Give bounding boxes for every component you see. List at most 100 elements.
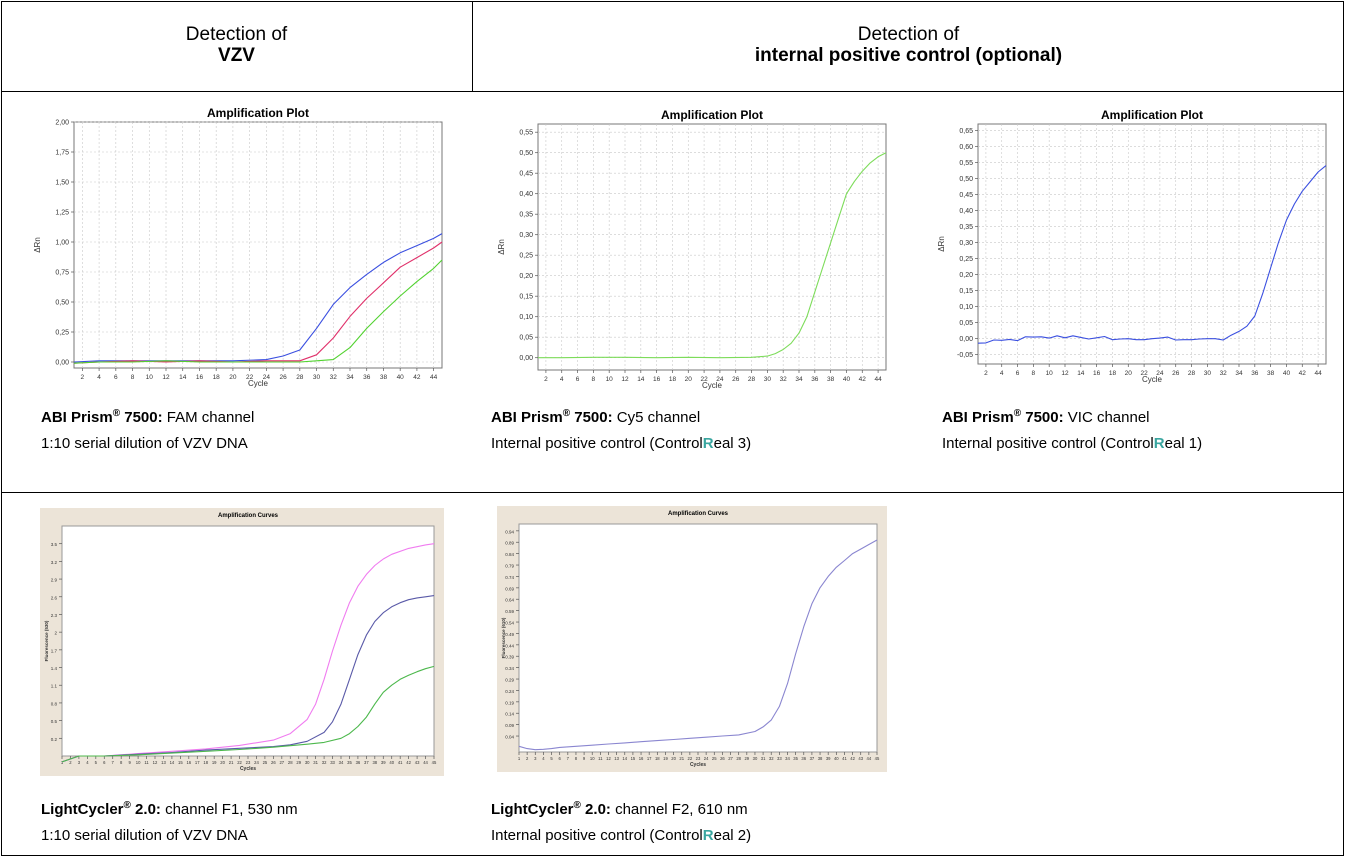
x-tick-label: 4 bbox=[97, 374, 101, 381]
header-ipc: Detection of internal positive control (… bbox=[473, 0, 1344, 90]
y-tick-label: 0.94 bbox=[505, 529, 514, 534]
x-tick-label: 25 bbox=[712, 756, 717, 761]
header-ipc-line2: internal positive control (optional) bbox=[754, 45, 1063, 66]
caption-abi-cy5-title: ABI Prism® 7500: Cy5 channel bbox=[491, 405, 700, 427]
y-tick-label: 0,15 bbox=[959, 288, 973, 295]
x-tick-label: 38 bbox=[372, 760, 377, 765]
desc-text: eal 2) bbox=[713, 827, 752, 844]
y-axis-label: ΔRn bbox=[937, 236, 946, 252]
x-tick-label: 40 bbox=[389, 760, 394, 765]
y-tick-label: 0,35 bbox=[959, 224, 973, 231]
x-tick-label: 28 bbox=[748, 376, 756, 383]
desc-text: eal 3) bbox=[713, 435, 752, 452]
caption-abi-fam-desc: 1:10 serial dilution of VZV DNA bbox=[41, 435, 248, 452]
x-tick-label: 45 bbox=[875, 756, 880, 761]
x-axis-label: Cycles bbox=[240, 766, 256, 772]
y-tick-label: 3.2 bbox=[51, 560, 58, 565]
y-tick-label: 2.9 bbox=[51, 578, 58, 583]
chart-title: Amplification Plot bbox=[661, 108, 763, 122]
x-tick-label: 2 bbox=[544, 376, 548, 383]
series-line-3 bbox=[73, 259, 443, 364]
y-tick-label: 0.64 bbox=[505, 598, 514, 603]
y-tick-label: 0,05 bbox=[959, 320, 973, 327]
x-tick-label: 26 bbox=[720, 756, 725, 761]
x-tick-label: 45 bbox=[432, 760, 437, 765]
y-tick-label: 0,05 bbox=[519, 335, 533, 342]
x-tick-label: 6 bbox=[114, 374, 118, 381]
y-tick-label: 1,50 bbox=[55, 180, 69, 187]
x-tick-label: 17 bbox=[195, 760, 200, 765]
y-axis-label: ΔRn bbox=[497, 239, 506, 255]
header-divider bbox=[1, 91, 1344, 92]
instrument-model: 7500: bbox=[1021, 409, 1064, 426]
x-tick-label: 26 bbox=[279, 374, 287, 381]
y-tick-label: 0.44 bbox=[505, 643, 514, 648]
x-tick-label: 7 bbox=[112, 760, 115, 765]
x-tick-label: 15 bbox=[631, 756, 636, 761]
header-vzv-line1: Detection of bbox=[185, 24, 288, 45]
x-tick-label: 34 bbox=[785, 756, 790, 761]
y-tick-label: 0,50 bbox=[55, 300, 69, 307]
instrument-model: 2.0: bbox=[580, 801, 611, 818]
caption-abi-vic-desc: Internal positive control (ControlReal 1… bbox=[942, 435, 1202, 453]
instrument-name: LightCycler bbox=[491, 801, 574, 818]
x-tick-label: 6 bbox=[559, 756, 562, 761]
x-tick-label: 34 bbox=[339, 760, 344, 765]
y-tick-label: 0.5 bbox=[51, 719, 58, 724]
series-line-1 bbox=[538, 152, 887, 359]
y-tick-label: 0,15 bbox=[519, 294, 533, 301]
instrument-model: 7500: bbox=[570, 409, 613, 426]
x-tick-label: 20 bbox=[1125, 370, 1133, 377]
x-tick-label: 24 bbox=[1156, 370, 1164, 377]
brand-r: R bbox=[1153, 435, 1165, 452]
x-tick-label: 29 bbox=[296, 760, 301, 765]
x-tick-label: 30 bbox=[764, 376, 772, 383]
chart-title: Amplification Curves bbox=[668, 511, 729, 517]
x-tick-label: 25 bbox=[263, 760, 268, 765]
x-tick-label: 30 bbox=[305, 760, 310, 765]
x-tick-label: 31 bbox=[313, 760, 318, 765]
x-tick-label: 28 bbox=[296, 374, 304, 381]
x-tick-label: 4 bbox=[1000, 370, 1004, 377]
header-vzv-line2: VZV bbox=[218, 45, 255, 66]
x-tick-label: 14 bbox=[170, 760, 175, 765]
abi-cy5-plot: Amplification Plot 0,00 0,05 0,10 0,15 0,20 0,… bbox=[497, 108, 887, 390]
y-tick-label: 1.7 bbox=[51, 648, 58, 653]
y-tick-label: 0.39 bbox=[505, 655, 514, 660]
y-tick-label: 0.2 bbox=[51, 737, 58, 742]
y-tick-label: 0,55 bbox=[959, 160, 973, 167]
x-tick-label: 30 bbox=[753, 756, 758, 761]
x-tick-label: 29 bbox=[744, 756, 749, 761]
x-tick-label: 44 bbox=[430, 374, 438, 381]
x-tick-label: 18 bbox=[655, 756, 660, 761]
chart-lc-f1: Amplification Curves 0.2 0.5 0.8 1.1 1.4 1.7 2 2… bbox=[40, 508, 444, 776]
brand-r: R bbox=[702, 435, 714, 452]
x-tick-label: 39 bbox=[826, 756, 831, 761]
y-tick-label: 0,65 bbox=[959, 128, 973, 135]
x-tick-label: 27 bbox=[279, 760, 284, 765]
y-tick-label: 3.5 bbox=[51, 542, 58, 547]
y-tick-label: 0,45 bbox=[519, 171, 533, 178]
x-tick-label: 14 bbox=[1077, 370, 1085, 377]
x-tick-label: 4 bbox=[560, 376, 564, 383]
reg-mark: ® bbox=[573, 800, 581, 811]
series-line-1 bbox=[977, 165, 1327, 344]
y-tick-label: 0.19 bbox=[505, 700, 514, 705]
instrument-model: 2.0: bbox=[130, 801, 161, 818]
x-tick-label: 24 bbox=[263, 374, 271, 381]
y-tick-label: 0.04 bbox=[505, 735, 514, 740]
channel-label: VIC channel bbox=[1063, 409, 1150, 426]
x-tick-label: 24 bbox=[716, 376, 724, 383]
x-tick-label: 5 bbox=[95, 760, 98, 765]
x-tick-label: 28 bbox=[1188, 370, 1196, 377]
x-tick-label: 42 bbox=[1299, 370, 1307, 377]
x-tick-label: 18 bbox=[669, 376, 677, 383]
x-tick-label: 34 bbox=[1235, 370, 1243, 377]
x-tick-label: 32 bbox=[780, 376, 788, 383]
x-tick-label: 27 bbox=[728, 756, 733, 761]
x-tick-label: 43 bbox=[858, 756, 863, 761]
channel-label: channel F1, 530 nm bbox=[160, 801, 298, 818]
x-tick-label: 10 bbox=[1046, 370, 1054, 377]
x-tick-label: 12 bbox=[606, 756, 611, 761]
y-tick-label: 0,40 bbox=[519, 191, 533, 198]
